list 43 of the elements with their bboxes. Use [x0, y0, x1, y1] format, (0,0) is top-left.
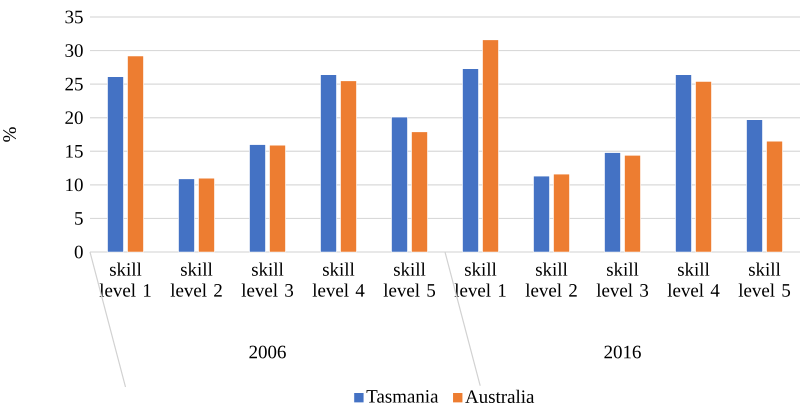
- x-tick-label: skill level 2: [526, 262, 577, 297]
- x-tick-label: skill level 5: [738, 262, 790, 297]
- bar: [533, 176, 550, 252]
- bar: [604, 152, 621, 252]
- bar: [766, 140, 783, 252]
- y-axis-title: %: [3, 127, 16, 142]
- x-tick-label: skill level 2: [170, 262, 222, 297]
- bar: [127, 56, 144, 252]
- y-tick-label: 5: [75, 212, 83, 225]
- bar: [624, 155, 641, 252]
- y-tick-label: 25: [65, 78, 83, 91]
- bar: [178, 178, 195, 252]
- bar: [411, 132, 428, 252]
- x-tick-label: skill level 3: [242, 262, 294, 297]
- bar: [320, 74, 337, 252]
- text: 2006: [249, 346, 286, 358]
- bar: [482, 40, 499, 252]
- legend-label: Tasmania: [366, 390, 438, 403]
- bar: [249, 144, 266, 252]
- x-tick-label: skill level 3: [596, 262, 648, 297]
- bar: [746, 119, 763, 252]
- bar: [198, 178, 215, 252]
- text: 2016: [604, 346, 641, 358]
- bar: [391, 116, 408, 252]
- bar: [675, 74, 692, 252]
- y-tick-label: 20: [65, 111, 83, 124]
- bar: [269, 144, 286, 252]
- y-tick-label: 35: [65, 10, 83, 24]
- x-tick-label: skill level 4: [312, 262, 364, 297]
- x-tick-label: skill level 4: [668, 262, 720, 297]
- y-tick-label: 0: [74, 246, 83, 258]
- x-tick-label: skill level 5: [384, 262, 436, 297]
- x-tick-label: skill level 1: [454, 262, 506, 297]
- bar: [340, 80, 357, 252]
- bar: [107, 76, 124, 252]
- y-tick-label: 15: [66, 144, 83, 158]
- x-tick-label: skill level 1: [100, 262, 151, 297]
- y-tick-label: 10: [66, 178, 83, 192]
- bar: [695, 81, 712, 252]
- y-tick-label: 30: [65, 44, 83, 57]
- bar: [553, 174, 570, 252]
- bar: [462, 68, 479, 252]
- legend-label: Australia: [465, 390, 534, 404]
